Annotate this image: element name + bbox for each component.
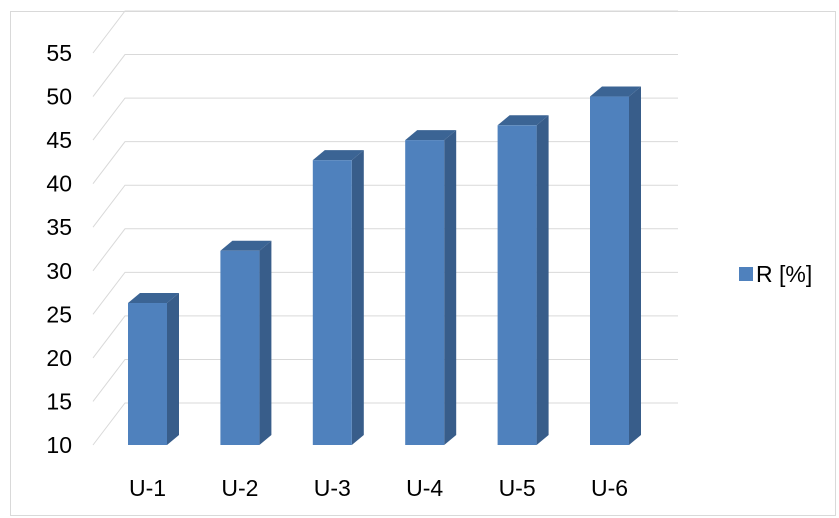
y-tick-label: 55 <box>46 40 72 66</box>
y-tick-label: 25 <box>46 301 72 327</box>
x-tick-label: U-5 <box>499 475 536 501</box>
bars <box>128 86 641 446</box>
gridline <box>92 97 678 141</box>
bar-top <box>590 86 641 97</box>
gridlines <box>92 10 678 446</box>
gridline <box>92 271 678 315</box>
bar <box>405 130 457 445</box>
bar-front <box>220 250 260 445</box>
x-axis-ticks: U-1 U-2 U-3 U-4 U-5 U-6 <box>129 475 628 501</box>
x-tick-label: U-2 <box>221 475 258 501</box>
y-tick-label: 10 <box>46 432 72 458</box>
gridline <box>92 315 678 359</box>
gridline <box>92 402 678 446</box>
bar-front <box>128 303 167 445</box>
gridline <box>92 184 678 228</box>
x-tick-label: U-3 <box>314 475 351 501</box>
bar-top <box>497 115 549 126</box>
bar-front <box>590 96 629 446</box>
bar <box>312 150 364 445</box>
gridline <box>92 141 678 184</box>
bar-top <box>405 130 457 141</box>
bar-side <box>259 240 272 445</box>
y-tick-label: 20 <box>46 345 72 371</box>
y-tick-label: 30 <box>46 258 72 284</box>
bar-side <box>444 130 457 445</box>
y-tick-label: 45 <box>46 127 72 153</box>
bar <box>220 240 272 445</box>
bar-side <box>629 86 641 446</box>
gridline <box>92 54 678 97</box>
y-tick-label: 40 <box>46 171 72 197</box>
bar-top <box>220 240 272 251</box>
bar-side <box>167 293 179 445</box>
y-tick-label: 50 <box>46 84 72 110</box>
x-tick-label: U-6 <box>591 475 628 501</box>
legend-label: R [%] <box>756 261 812 287</box>
bar <box>590 86 641 446</box>
bar-front <box>405 140 445 445</box>
bar-front <box>497 125 537 446</box>
y-tick-label: 35 <box>46 214 72 240</box>
gridline <box>92 228 678 272</box>
y-tick-label: 15 <box>46 388 72 414</box>
bar <box>497 115 549 446</box>
legend-swatch <box>739 267 753 281</box>
gridline <box>92 10 678 54</box>
bar-side <box>536 115 549 446</box>
gridline <box>92 358 678 402</box>
x-tick-label: U-1 <box>129 475 166 501</box>
bar <box>128 293 179 445</box>
bar-front <box>312 160 352 445</box>
legend: R [%] <box>739 261 812 287</box>
y-axis-ticks: 10 15 20 25 30 35 40 45 50 55 <box>46 40 72 458</box>
bar-side <box>351 150 364 445</box>
x-tick-label: U-4 <box>406 475 443 501</box>
bar-top <box>312 150 364 161</box>
bar-top <box>128 293 179 304</box>
